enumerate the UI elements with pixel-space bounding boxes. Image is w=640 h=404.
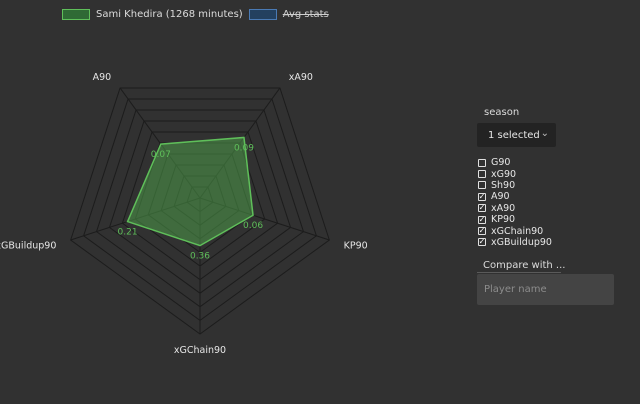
stat-label: xA90 <box>491 202 516 214</box>
season-select-value: 1 selected <box>488 129 540 141</box>
stat-option[interactable]: ✓ xGChain90 <box>478 225 552 237</box>
data-label: 0.07 <box>151 150 171 160</box>
stat-option[interactable]: G90 <box>478 157 552 168</box>
compare-title: Compare with ... <box>483 260 566 271</box>
grid-ring <box>121 131 279 281</box>
grid-ring <box>83 98 317 322</box>
stat-checkbox[interactable]: ✓ <box>478 191 486 201</box>
stat-label: xGChain90 <box>491 225 544 237</box>
axis-label: A90 <box>93 72 112 83</box>
stat-option[interactable]: xG90 <box>478 168 552 180</box>
player-name-input[interactable] <box>477 274 614 305</box>
stat-label: Sh90 <box>491 179 516 191</box>
legend-swatch-average <box>248 9 277 20</box>
stat-checkbox[interactable]: ✓ <box>478 237 486 247</box>
chart-legend: Sami Khedira (1268 minutes) Avg stats <box>62 9 329 20</box>
legend-item-player[interactable]: Sami Khedira (1268 minutes) <box>62 9 243 20</box>
legend-label-player: Sami Khedira (1268 minutes) <box>96 9 243 20</box>
stat-option[interactable]: ✓ xA90 <box>478 203 552 214</box>
legend-swatch-player <box>62 9 90 20</box>
stat-option[interactable]: Sh90 <box>478 180 552 191</box>
grid-ring <box>95 109 305 308</box>
radar-chart: xA90 KP90 xGChain90 xGBuildup90 A90 0.09 0.06 0… <box>0 72 368 356</box>
axis-label: xGChain90 <box>174 345 226 356</box>
stat-checkbox[interactable] <box>478 181 486 190</box>
axis-label: xA90 <box>289 72 313 83</box>
grid-ring <box>70 87 330 335</box>
stat-label: xGBuildup90 <box>491 236 552 248</box>
legend-label-average: Avg stats <box>282 9 329 20</box>
grid-ring <box>108 120 292 294</box>
stat-option[interactable]: ✓ xGBuildup90 <box>478 237 552 248</box>
data-label: 0.06 <box>243 221 263 231</box>
series-area <box>126 136 254 247</box>
season-select[interactable]: 1 selected ⌄ <box>477 123 556 147</box>
compare-divider <box>477 272 561 273</box>
stat-checkbox[interactable] <box>478 158 486 167</box>
axis-label: KP90 <box>344 241 368 252</box>
stat-checkbox[interactable] <box>478 170 486 179</box>
data-label: 0.09 <box>234 143 254 153</box>
stat-label: G90 <box>491 157 511 169</box>
stat-label: KP90 <box>491 214 516 226</box>
stat-option[interactable]: ✓ KP90 <box>478 214 552 225</box>
stat-checklist: G90 xG90 Sh90 ✓ A90 ✓ xA90 ✓ KP90 ✓ xGChain90 ✓ xGBu… <box>478 157 552 248</box>
data-label: 0.36 <box>190 252 210 262</box>
stat-label: A90 <box>491 191 510 203</box>
stat-label: xG90 <box>491 168 517 180</box>
axis-label: xGBuildup90 <box>0 241 56 252</box>
stat-option[interactable]: ✓ A90 <box>478 191 552 202</box>
legend-item-average[interactable]: Avg stats <box>248 9 329 20</box>
stat-checkbox[interactable]: ✓ <box>478 214 486 224</box>
season-title: season <box>484 107 520 118</box>
stat-checkbox[interactable]: ✓ <box>478 226 486 236</box>
chevron-down-icon: ⌄ <box>540 128 549 139</box>
stat-checkbox[interactable]: ✓ <box>478 203 486 213</box>
data-label: 0.21 <box>118 228 138 238</box>
